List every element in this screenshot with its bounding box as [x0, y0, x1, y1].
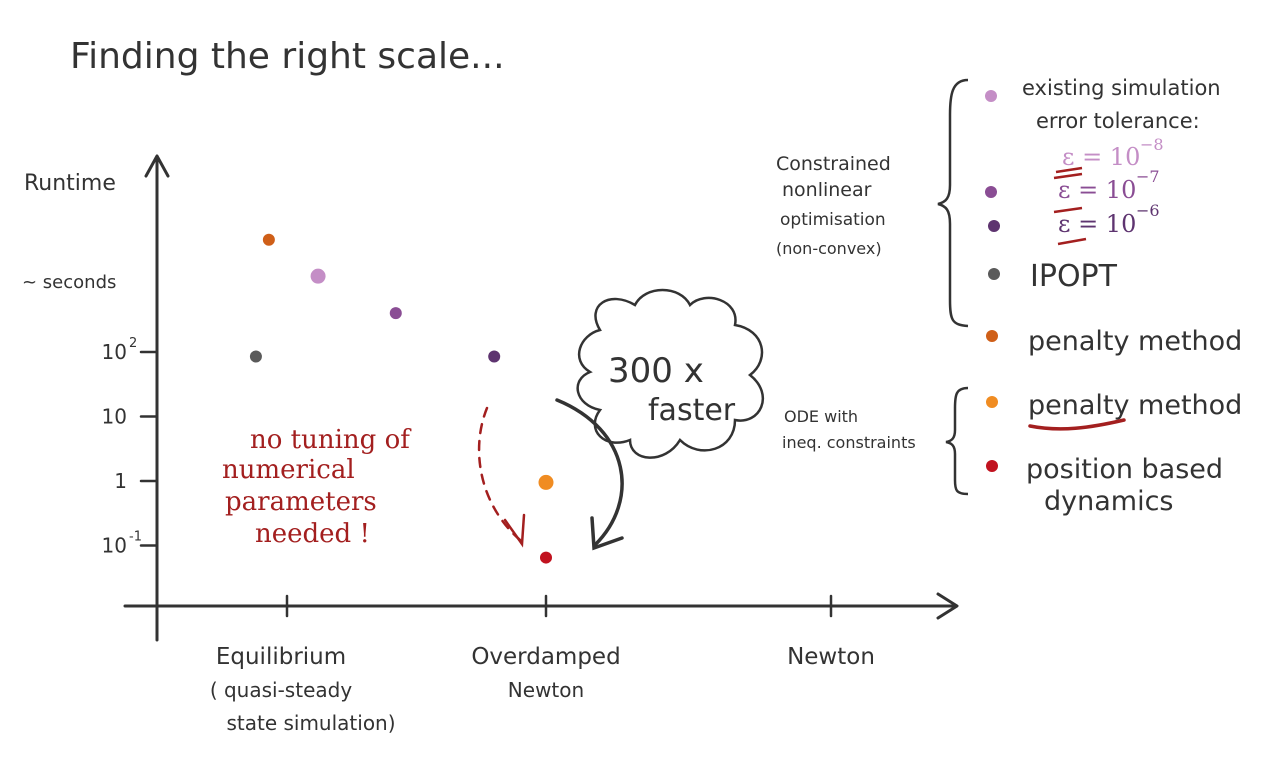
- speedup-cloud: 300 x faster: [576, 288, 764, 459]
- no-tuning-arrow-curve: [477, 406, 522, 542]
- point-penalty_c: [262, 233, 275, 246]
- legend-marker-penalty-ode: [986, 396, 998, 408]
- legend-eps6-underline: [1057, 237, 1087, 246]
- point-eps7: [389, 307, 402, 320]
- y-tick-label: 1: [114, 469, 127, 493]
- legend-eps6-exponent: −6: [1136, 201, 1160, 220]
- x-ticks: Equilibrium ( quasi-steady state simulatio…: [210, 594, 875, 735]
- no-tuning-line4: needed !: [255, 519, 370, 549]
- legend-marker-eps7: [985, 186, 997, 198]
- speedup-text-line2: faster: [648, 393, 736, 428]
- y-axis-unit-annotation: ~ seconds: [22, 272, 116, 293]
- point-eps8: [310, 268, 326, 284]
- legend-group1-line3: optimisation: [780, 210, 886, 230]
- legend-eps7-overline: [1053, 172, 1083, 180]
- y-tick-exponent: 2: [129, 336, 137, 351]
- legend-eps7-exponent: −7: [1136, 167, 1160, 186]
- legend-marker-penalty-constrained: [986, 330, 998, 342]
- no-tuning-line2: numerical: [222, 455, 355, 485]
- point-ipopt: [249, 350, 262, 363]
- no-tuning-note: no tuning of numerical parameters needed…: [222, 425, 412, 549]
- x-tick-label: ( quasi-steady: [210, 678, 352, 702]
- legend-eps6: ε = 10 −6: [1053, 201, 1160, 246]
- legend-group-ode-label: ODE with ineq. constraints: [782, 407, 916, 452]
- point-pbd: [540, 551, 552, 564]
- legend-group1-line1: Constrained: [776, 153, 891, 175]
- legend: Constrained nonlinear optimisation (non-…: [776, 76, 1242, 517]
- legend-marker-pbd: [986, 460, 998, 472]
- no-tuning-arrow-head: [503, 513, 526, 548]
- legend-marker-eps6: [988, 220, 1000, 232]
- legend-existing-line1: existing simulation: [1022, 76, 1221, 100]
- y-tick-label: 10: [102, 405, 127, 429]
- speedup-arrow: [555, 398, 624, 551]
- legend-eps7: ε = 10 −7: [1053, 167, 1160, 204]
- legend-brace-optimisation: [937, 78, 969, 328]
- legend-group1-line2: nonlinear: [782, 179, 872, 201]
- legend-brace-ode: [945, 386, 969, 496]
- legend-marker-eps8: [985, 90, 997, 102]
- legend-eps6-text: ε = 10: [1058, 210, 1136, 238]
- legend-group1-line4: (non-convex): [776, 239, 882, 258]
- data-points: [249, 233, 554, 564]
- legend-pbd-line2: dynamics: [1044, 486, 1174, 517]
- x-tick-label: Equilibrium: [216, 644, 346, 670]
- y-tick-label: 10: [102, 340, 127, 364]
- chart-title: Finding the right scale...: [70, 36, 505, 77]
- x-tick-label: Newton: [787, 644, 875, 670]
- y-tick-label: 10: [102, 534, 127, 558]
- legend-penalty-ode-text: penalty method: [1028, 390, 1242, 421]
- x-axis-arrowhead: [936, 592, 959, 620]
- speedup-text-line1: 300 x: [608, 351, 704, 391]
- legend-pbd-line1: position based: [1026, 454, 1223, 485]
- y-axis-label: Runtime: [24, 171, 116, 196]
- no-tuning-line3: parameters: [225, 487, 377, 517]
- x-tick-label: state simulation): [226, 711, 395, 735]
- speedup-cloud-outline: [576, 288, 764, 459]
- speedup-arrow-curve: [555, 398, 624, 547]
- legend-group-optimisation-label: Constrained nonlinear optimisation (non-…: [776, 153, 891, 258]
- legend-eps8: ε = 10 −8: [1055, 135, 1164, 174]
- x-tick-label: Overdamped: [471, 644, 620, 670]
- legend-eps8-exponent: −8: [1140, 135, 1164, 154]
- legend-marker-ipopt: [988, 268, 1000, 280]
- legend-group2-line1: ODE with: [784, 407, 858, 426]
- no-tuning-line1: no tuning of: [250, 425, 412, 455]
- axes: [123, 154, 959, 642]
- y-tick-exponent: -1: [129, 530, 142, 545]
- legend-eps7-text: ε = 10: [1058, 176, 1136, 204]
- legend-group2-line2: ineq. constraints: [782, 433, 916, 452]
- legend-penalty-ode-underline: [1028, 418, 1126, 431]
- x-tick-label: Newton: [508, 678, 584, 702]
- point-penalty_o: [538, 474, 554, 490]
- no-tuning-arrow: [477, 406, 526, 548]
- speedup-arrow-head: [590, 516, 624, 551]
- legend-ipopt-text: IPOPT: [1030, 259, 1118, 294]
- legend-eps8-underline: [1055, 166, 1083, 174]
- legend-eps6-overline: [1053, 206, 1083, 214]
- legend-penalty-ode: penalty method: [1028, 390, 1242, 431]
- point-eps6: [488, 350, 501, 363]
- legend-penalty-constrained-text: penalty method: [1028, 326, 1242, 357]
- legend-existing-line2: error tolerance:: [1036, 109, 1200, 133]
- y-axis-arrowhead: [144, 154, 170, 178]
- legend-eps8-text: ε = 10: [1062, 143, 1140, 171]
